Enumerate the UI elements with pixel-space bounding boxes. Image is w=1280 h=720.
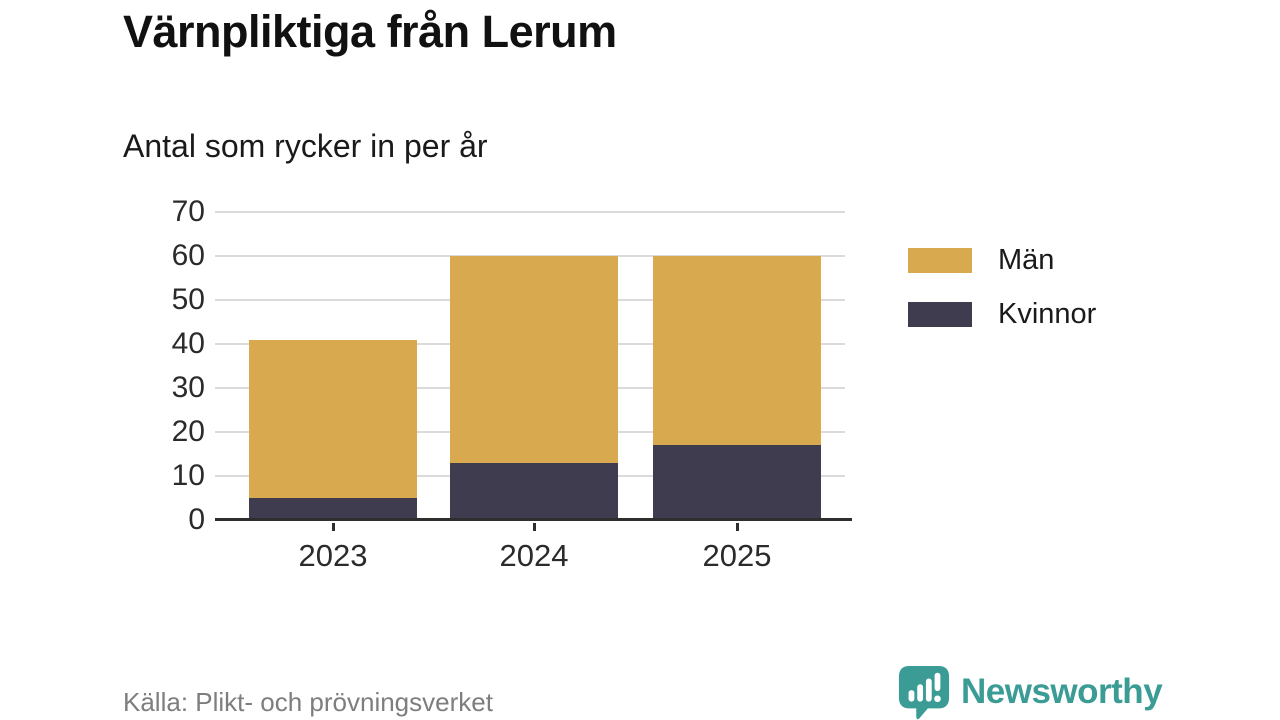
bar-segment-män-2023 [249, 339, 417, 498]
chart-legend: Män Kvinnor [908, 244, 1096, 352]
bar-segment-kvinnor-2024 [450, 462, 618, 520]
x-tick-label-2023: 2023 [298, 538, 368, 573]
legend-label: Kvinnor [998, 298, 1097, 330]
x-tick [332, 523, 335, 531]
bar-segment-kvinnor-2023 [249, 498, 417, 520]
x-tick [533, 523, 536, 531]
x-tick [736, 523, 739, 531]
chart-title: Värnpliktiga från Lerum [123, 6, 617, 57]
y-tick-label: 40 [171, 327, 205, 360]
bar-segment-kvinnor-2025 [653, 445, 821, 520]
legend-label: Män [998, 244, 1055, 276]
y-tick-label: 20 [171, 415, 205, 448]
x-axis-line [215, 518, 852, 521]
newsworthy-chart-bubble-icon [898, 665, 950, 720]
bar-segment-män-2024 [450, 256, 618, 463]
legend-item-män: Män [908, 244, 1096, 277]
y-tick-label: 50 [171, 283, 205, 316]
y-tick-label: 0 [188, 503, 205, 536]
chart-subtitle: Antal som rycker in per år [123, 128, 488, 164]
bar-segment-män-2025 [653, 256, 821, 446]
y-tick-label: 10 [171, 459, 205, 492]
plot-area: 2023 2024 2025 [215, 211, 852, 573]
legend-item-kvinnor: Kvinnor [908, 298, 1096, 331]
x-tick-label-2025: 2025 [702, 538, 772, 573]
y-tick-label: 60 [171, 239, 205, 272]
source-text: Källa: Plikt- och prövningsverket [123, 687, 493, 717]
newsworthy-logo: Newsworthy [897, 664, 1163, 720]
y-tick-label: 70 [171, 195, 205, 228]
y-tick-label: 30 [171, 371, 205, 404]
gridline [215, 211, 845, 213]
y-axis-tick-labels: 0 10 20 30 40 50 60 70 [115, 197, 205, 535]
legend-swatch [908, 302, 972, 327]
legend-swatch [908, 248, 972, 273]
x-tick-label-2024: 2024 [499, 538, 569, 573]
brand-name: Newsworthy [961, 672, 1163, 711]
